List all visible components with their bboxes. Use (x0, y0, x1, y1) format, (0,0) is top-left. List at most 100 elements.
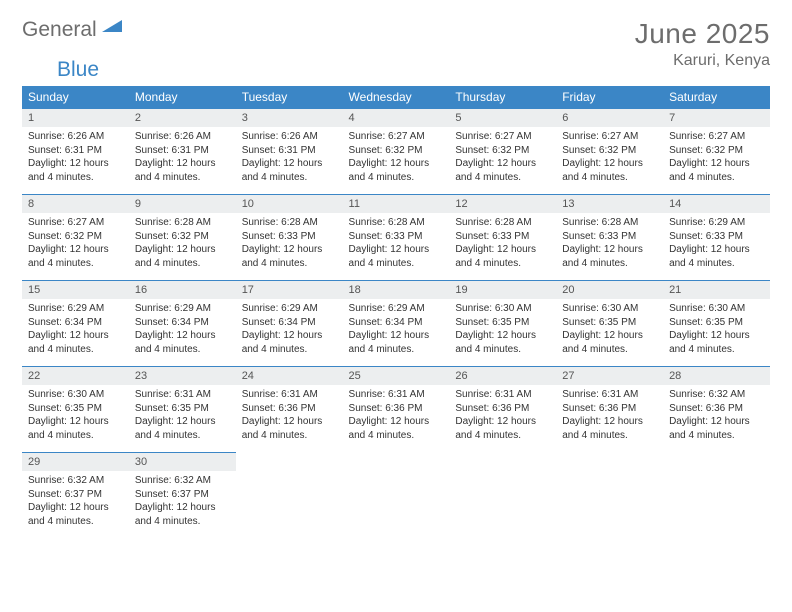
sunrise-line: Sunrise: 6:28 AM (349, 216, 444, 230)
sunrise-line: Sunrise: 6:29 AM (28, 302, 123, 316)
sunset-line: Sunset: 6:32 PM (28, 230, 123, 244)
calendar-body: 1Sunrise: 6:26 AMSunset: 6:31 PMDaylight… (22, 109, 770, 539)
day-cell: 20Sunrise: 6:30 AMSunset: 6:35 PMDayligh… (556, 281, 663, 367)
day-cell: 17Sunrise: 6:29 AMSunset: 6:34 PMDayligh… (236, 281, 343, 367)
daylight-line: Daylight: 12 hours and 4 minutes. (242, 157, 337, 184)
sunset-line: Sunset: 6:32 PM (562, 144, 657, 158)
daylight-line: Daylight: 12 hours and 4 minutes. (242, 415, 337, 442)
day-cell (449, 453, 556, 539)
sunset-line: Sunset: 6:31 PM (135, 144, 230, 158)
day-number: 11 (343, 195, 450, 213)
day-number: 16 (129, 281, 236, 299)
day-cell: 19Sunrise: 6:30 AMSunset: 6:35 PMDayligh… (449, 281, 556, 367)
daylight-line: Daylight: 12 hours and 4 minutes. (28, 157, 123, 184)
sunrise-line: Sunrise: 6:32 AM (135, 474, 230, 488)
daylight-line: Daylight: 12 hours and 4 minutes. (242, 329, 337, 356)
sunset-line: Sunset: 6:32 PM (669, 144, 764, 158)
daylight-line: Daylight: 12 hours and 4 minutes. (455, 157, 550, 184)
daylight-line: Daylight: 12 hours and 4 minutes. (669, 415, 764, 442)
day-header-thursday: Thursday (449, 86, 556, 109)
brand-logo: General (22, 18, 124, 42)
day-cell: 21Sunrise: 6:30 AMSunset: 6:35 PMDayligh… (663, 281, 770, 367)
sunrise-line: Sunrise: 6:29 AM (135, 302, 230, 316)
week-row: 22Sunrise: 6:30 AMSunset: 6:35 PMDayligh… (22, 367, 770, 453)
sunset-line: Sunset: 6:34 PM (135, 316, 230, 330)
day-cell: 6Sunrise: 6:27 AMSunset: 6:32 PMDaylight… (556, 109, 663, 195)
sunrise-line: Sunrise: 6:31 AM (562, 388, 657, 402)
sunset-line: Sunset: 6:35 PM (562, 316, 657, 330)
day-content: Sunrise: 6:26 AMSunset: 6:31 PMDaylight:… (236, 127, 343, 194)
day-content: Sunrise: 6:32 AMSunset: 6:37 PMDaylight:… (22, 471, 129, 538)
day-cell: 7Sunrise: 6:27 AMSunset: 6:32 PMDaylight… (663, 109, 770, 195)
calendar-table: SundayMondayTuesdayWednesdayThursdayFrid… (22, 86, 770, 538)
sunrise-line: Sunrise: 6:30 AM (28, 388, 123, 402)
day-header-row: SundayMondayTuesdayWednesdayThursdayFrid… (22, 86, 770, 109)
sunrise-line: Sunrise: 6:27 AM (562, 130, 657, 144)
sunset-line: Sunset: 6:33 PM (349, 230, 444, 244)
day-cell: 9Sunrise: 6:28 AMSunset: 6:32 PMDaylight… (129, 195, 236, 281)
day-content: Sunrise: 6:30 AMSunset: 6:35 PMDaylight:… (449, 299, 556, 366)
day-number: 20 (556, 281, 663, 299)
day-number: 28 (663, 367, 770, 385)
day-number: 5 (449, 109, 556, 127)
day-cell: 2Sunrise: 6:26 AMSunset: 6:31 PMDaylight… (129, 109, 236, 195)
daylight-line: Daylight: 12 hours and 4 minutes. (669, 243, 764, 270)
day-content: Sunrise: 6:31 AMSunset: 6:35 PMDaylight:… (129, 385, 236, 452)
daylight-line: Daylight: 12 hours and 4 minutes. (669, 157, 764, 184)
day-content: Sunrise: 6:31 AMSunset: 6:36 PMDaylight:… (449, 385, 556, 452)
day-content: Sunrise: 6:29 AMSunset: 6:33 PMDaylight:… (663, 213, 770, 280)
month-title: June 2025 (635, 18, 770, 50)
day-number: 8 (22, 195, 129, 213)
sunset-line: Sunset: 6:33 PM (242, 230, 337, 244)
day-header-friday: Friday (556, 86, 663, 109)
day-number: 1 (22, 109, 129, 127)
day-cell: 29Sunrise: 6:32 AMSunset: 6:37 PMDayligh… (22, 453, 129, 539)
day-header-monday: Monday (129, 86, 236, 109)
sunrise-line: Sunrise: 6:30 AM (669, 302, 764, 316)
day-number: 29 (22, 453, 129, 471)
day-content: Sunrise: 6:27 AMSunset: 6:32 PMDaylight:… (663, 127, 770, 194)
day-cell: 28Sunrise: 6:32 AMSunset: 6:36 PMDayligh… (663, 367, 770, 453)
sunset-line: Sunset: 6:31 PM (242, 144, 337, 158)
sunrise-line: Sunrise: 6:27 AM (349, 130, 444, 144)
sunset-line: Sunset: 6:32 PM (349, 144, 444, 158)
day-content: Sunrise: 6:26 AMSunset: 6:31 PMDaylight:… (22, 127, 129, 194)
day-number: 7 (663, 109, 770, 127)
day-number: 30 (129, 453, 236, 471)
day-number: 25 (343, 367, 450, 385)
sunset-line: Sunset: 6:34 PM (242, 316, 337, 330)
day-content: Sunrise: 6:28 AMSunset: 6:33 PMDaylight:… (556, 213, 663, 280)
sunrise-line: Sunrise: 6:26 AM (242, 130, 337, 144)
sunrise-line: Sunrise: 6:28 AM (562, 216, 657, 230)
day-content: Sunrise: 6:28 AMSunset: 6:32 PMDaylight:… (129, 213, 236, 280)
sunrise-line: Sunrise: 6:28 AM (242, 216, 337, 230)
sunset-line: Sunset: 6:33 PM (562, 230, 657, 244)
sunrise-line: Sunrise: 6:30 AM (455, 302, 550, 316)
sunrise-line: Sunrise: 6:27 AM (455, 130, 550, 144)
day-content: Sunrise: 6:29 AMSunset: 6:34 PMDaylight:… (22, 299, 129, 366)
daylight-line: Daylight: 12 hours and 4 minutes. (135, 157, 230, 184)
week-row: 15Sunrise: 6:29 AMSunset: 6:34 PMDayligh… (22, 281, 770, 367)
daylight-line: Daylight: 12 hours and 4 minutes. (562, 329, 657, 356)
sunrise-line: Sunrise: 6:31 AM (135, 388, 230, 402)
day-content: Sunrise: 6:29 AMSunset: 6:34 PMDaylight:… (343, 299, 450, 366)
daylight-line: Daylight: 12 hours and 4 minutes. (28, 415, 123, 442)
day-cell: 14Sunrise: 6:29 AMSunset: 6:33 PMDayligh… (663, 195, 770, 281)
day-content: Sunrise: 6:27 AMSunset: 6:32 PMDaylight:… (556, 127, 663, 194)
daylight-line: Daylight: 12 hours and 4 minutes. (242, 243, 337, 270)
daylight-line: Daylight: 12 hours and 4 minutes. (349, 415, 444, 442)
day-number: 4 (343, 109, 450, 127)
sunset-line: Sunset: 6:36 PM (455, 402, 550, 416)
daylight-line: Daylight: 12 hours and 4 minutes. (135, 415, 230, 442)
day-number: 18 (343, 281, 450, 299)
day-header-tuesday: Tuesday (236, 86, 343, 109)
day-content: Sunrise: 6:27 AMSunset: 6:32 PMDaylight:… (449, 127, 556, 194)
daylight-line: Daylight: 12 hours and 4 minutes. (349, 329, 444, 356)
daylight-line: Daylight: 12 hours and 4 minutes. (349, 157, 444, 184)
week-row: 1Sunrise: 6:26 AMSunset: 6:31 PMDaylight… (22, 109, 770, 195)
day-cell: 3Sunrise: 6:26 AMSunset: 6:31 PMDaylight… (236, 109, 343, 195)
day-cell: 11Sunrise: 6:28 AMSunset: 6:33 PMDayligh… (343, 195, 450, 281)
day-content: Sunrise: 6:32 AMSunset: 6:36 PMDaylight:… (663, 385, 770, 452)
day-cell (236, 453, 343, 539)
sunset-line: Sunset: 6:36 PM (562, 402, 657, 416)
